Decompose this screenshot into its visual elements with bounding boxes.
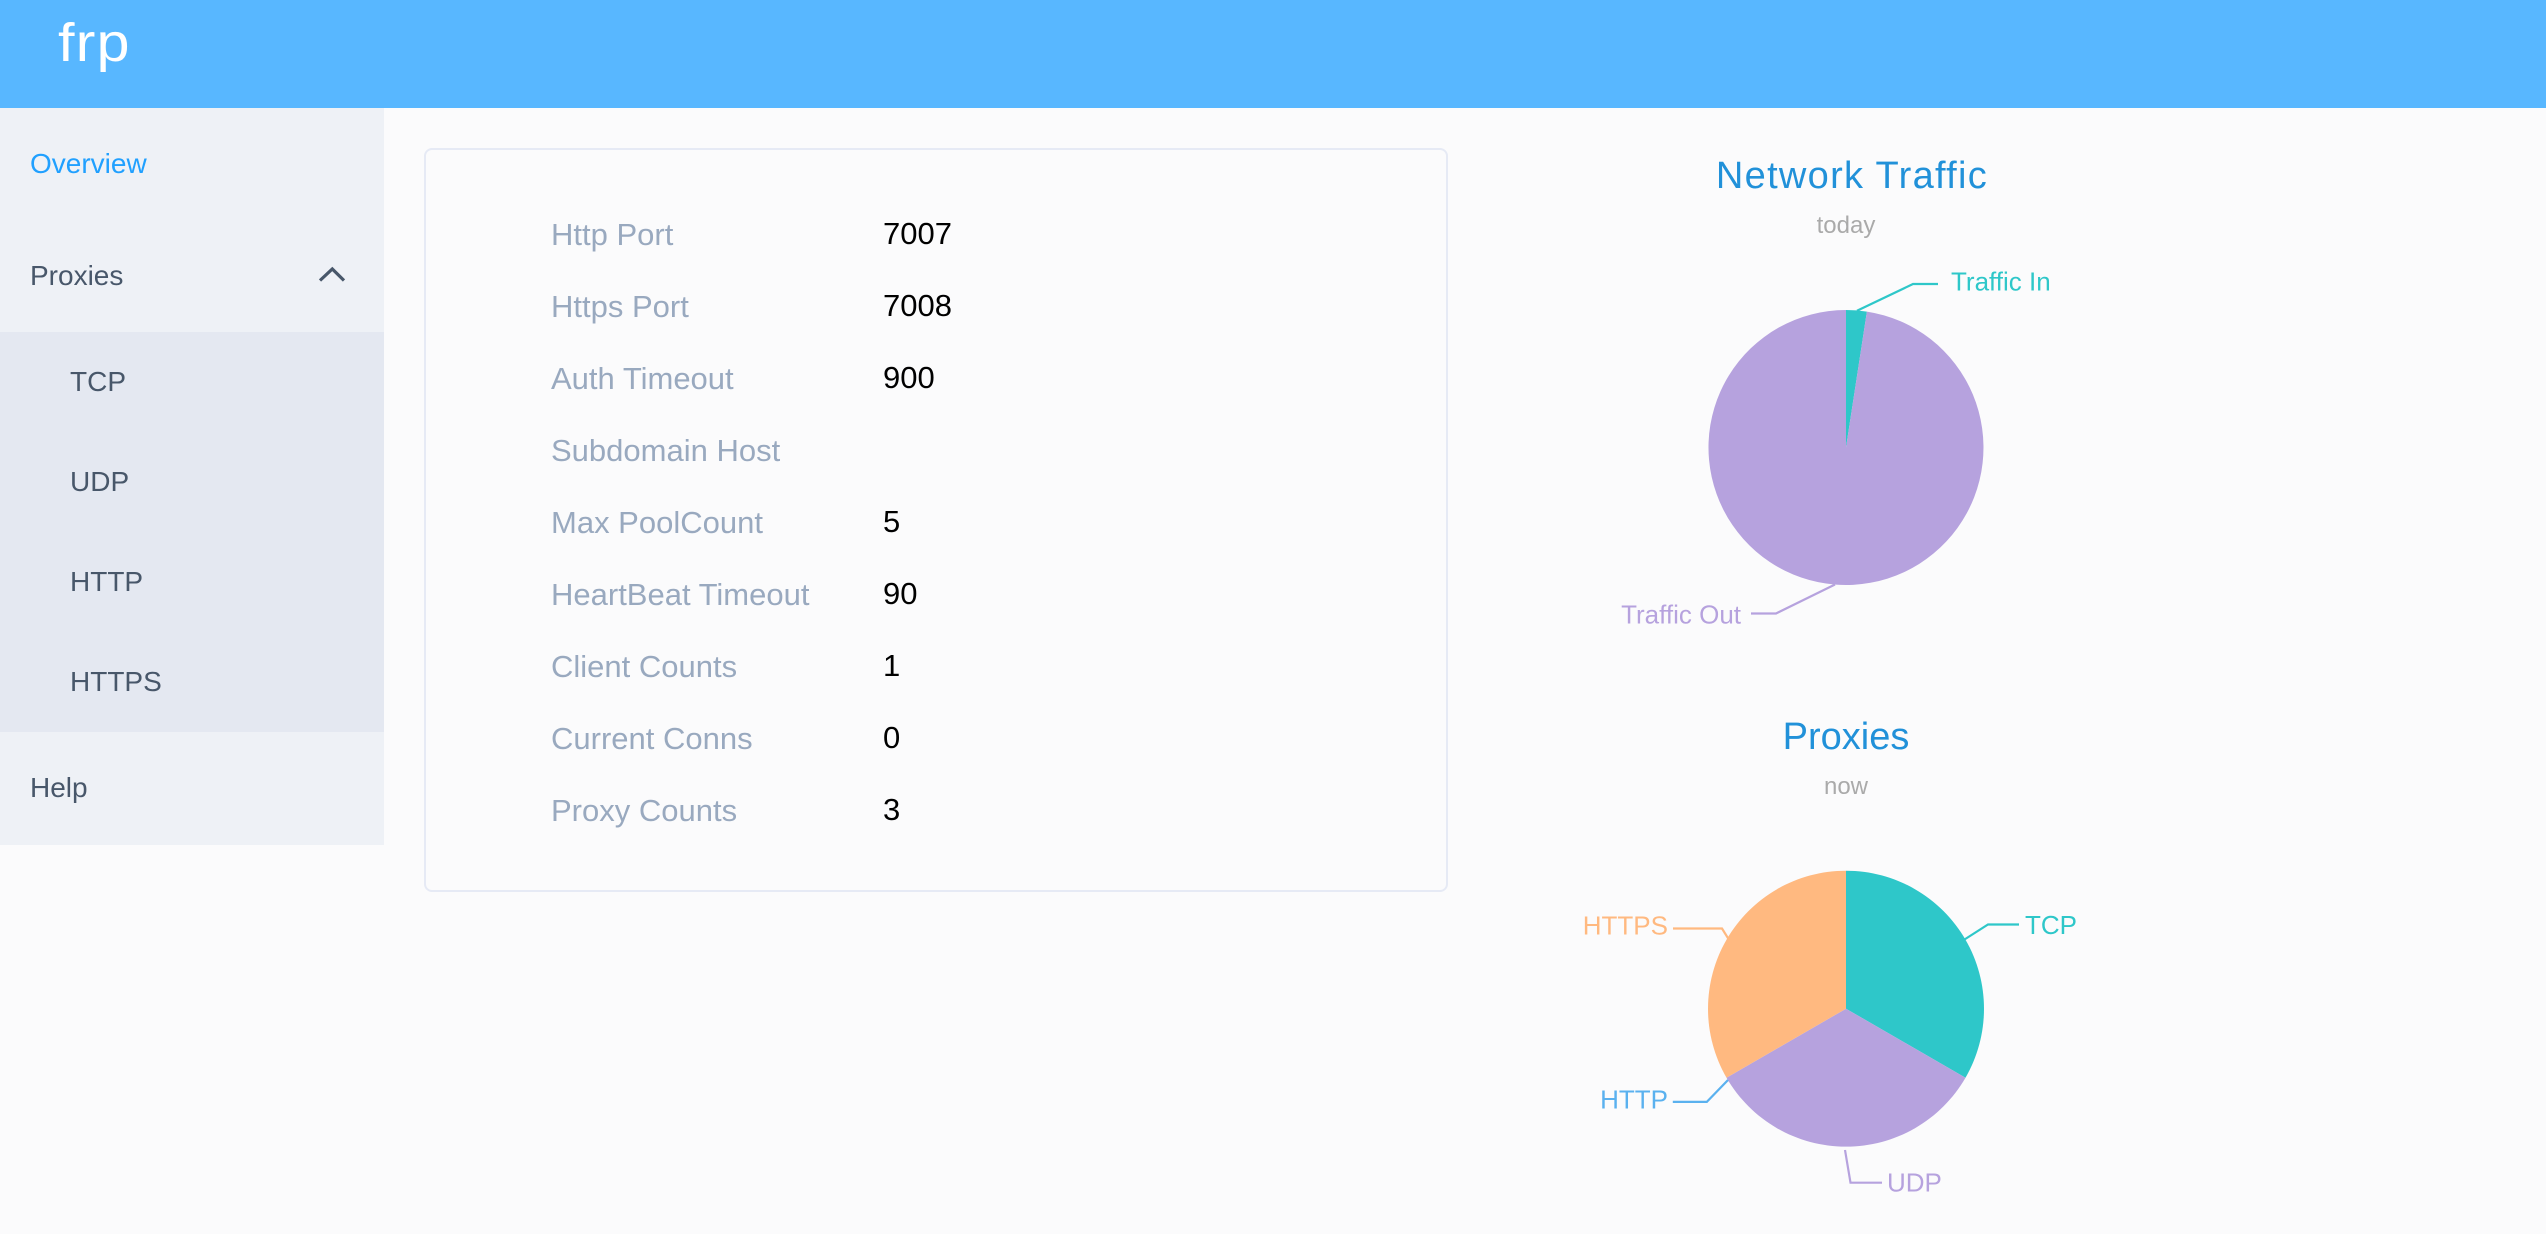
svg-text:HTTPS: HTTPS xyxy=(1583,911,1668,941)
svg-text:Traffic In: Traffic In xyxy=(1951,267,2051,297)
svg-text:today: today xyxy=(1817,212,1876,239)
svg-text:Network Traffic: Network Traffic xyxy=(1716,155,1988,197)
svg-text:now: now xyxy=(1824,773,1869,800)
svg-text:TCP: TCP xyxy=(2025,910,2077,940)
svg-text:UDP: UDP xyxy=(1887,1168,1942,1198)
svg-text:Traffic Out: Traffic Out xyxy=(1621,600,1742,630)
svg-text:Proxies: Proxies xyxy=(1783,716,1910,758)
svg-text:HTTP: HTTP xyxy=(1600,1085,1668,1115)
